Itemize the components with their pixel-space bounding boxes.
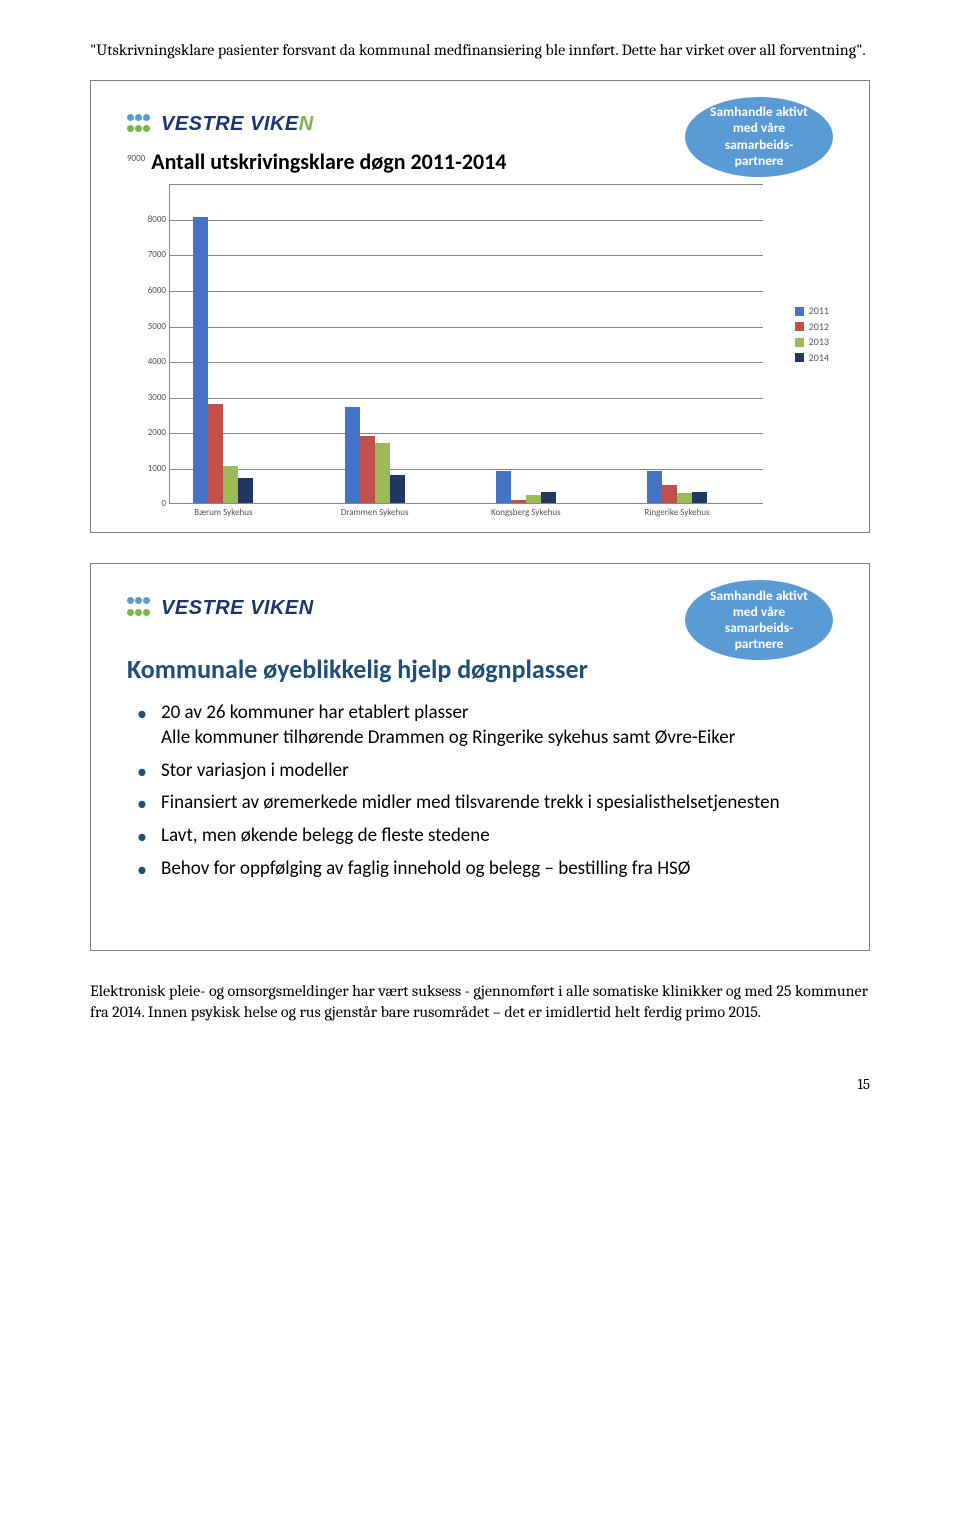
legend-item: 2011 (795, 304, 829, 318)
bar-group: Kongsberg Sykehus (496, 471, 556, 503)
bar (223, 466, 238, 503)
chart-legend: 2011 20122013 2014 (795, 304, 829, 366)
y-tick-label: 2000 (136, 427, 166, 439)
bar (511, 500, 526, 503)
bar (541, 492, 556, 503)
logo-text: VESTRE VIKENVESTRE VIKEN (161, 111, 314, 138)
legend-item: 2014 (795, 351, 829, 365)
badge-line: Samhandle aktivt (710, 103, 808, 120)
y-tick-label: 8000 (136, 214, 166, 226)
y-tick-label: 7000 (136, 249, 166, 261)
bar-group: Bærum Sykehus (193, 217, 253, 503)
intro-text: "Utskrivningsklare pasienter forsvant da… (90, 40, 870, 62)
bullet-item: Finansiert av øremerkede midler med tils… (155, 791, 833, 816)
bar (345, 407, 360, 503)
bullet-item: 20 av 26 kommuner har etablert plasserAl… (155, 701, 833, 750)
page-number: 15 (90, 1074, 870, 1094)
bar (208, 404, 223, 504)
bar (375, 443, 390, 503)
bar (677, 493, 692, 504)
y-axis-top-label: 9000 (127, 153, 145, 165)
bullets-slide: Samhandle aktivt med våre samarbeids- pa… (90, 563, 870, 950)
bar (692, 492, 707, 504)
y-tick-label: 0 (136, 498, 166, 510)
bar (360, 436, 375, 504)
badge-line: Samhandle aktivt (710, 587, 808, 604)
bar-chart: 010002000300040005000600070008000Bærum S… (139, 184, 833, 504)
x-tick-label: Kongsberg Sykehus (476, 507, 576, 519)
bullet-subline: Alle kommuner tilhørende Drammen og Ring… (161, 726, 833, 751)
y-tick-label: 1000 (136, 463, 166, 475)
badge-line: partnere (735, 152, 784, 169)
bar (662, 485, 677, 503)
slide-title: Kommunale øyeblikkelig hjelp døgnplasser (127, 652, 833, 687)
bar-group: Ringerike Sykehus (647, 471, 707, 503)
badge-line: partnere (735, 635, 784, 652)
x-tick-label: Drammen Sykehus (325, 507, 425, 519)
bar (496, 471, 511, 503)
x-tick-label: Bærum Sykehus (173, 507, 273, 519)
bullet-list: 20 av 26 kommuner har etablert plasserAl… (127, 701, 833, 881)
y-tick-label: 5000 (136, 320, 166, 332)
y-tick-label: 3000 (136, 392, 166, 404)
chart-title: Antall utskrivingsklare døgn 2011-2014 (151, 147, 506, 177)
partner-badge: Samhandle aktivt med våre samarbeids- pa… (685, 580, 833, 660)
bar (193, 217, 208, 503)
partner-badge: Samhandle aktivt med våre samarbeids- pa… (685, 97, 833, 177)
legend-item: 2012 (795, 320, 829, 334)
bullet-item: Stor variasjon i modeller (155, 759, 833, 784)
bar (647, 471, 662, 503)
bar (390, 475, 405, 503)
badge-line: med våre (733, 603, 785, 620)
x-tick-label: Ringerike Sykehus (627, 507, 727, 519)
bullet-item: Behov for oppfølging av faglig innehold … (155, 857, 833, 882)
bar (238, 478, 253, 503)
legend-item: 2013 (795, 335, 829, 349)
badge-line: med våre (733, 119, 785, 136)
badge-line: samarbeids- (725, 136, 794, 153)
bar-group: Drammen Sykehus (345, 407, 405, 503)
logo-text: VESTRE VIKEN (161, 595, 314, 622)
chart-slide: Samhandle aktivt med våre samarbeids- pa… (90, 80, 870, 534)
bar (526, 495, 541, 503)
badge-line: samarbeids- (725, 619, 794, 636)
bullet-item: Lavt, men økende belegg de fleste steden… (155, 824, 833, 849)
y-tick-label: 4000 (136, 356, 166, 368)
bottom-paragraph: Elektronisk pleie- og omsorgsmeldinger h… (90, 981, 870, 1024)
y-tick-label: 6000 (136, 285, 166, 297)
